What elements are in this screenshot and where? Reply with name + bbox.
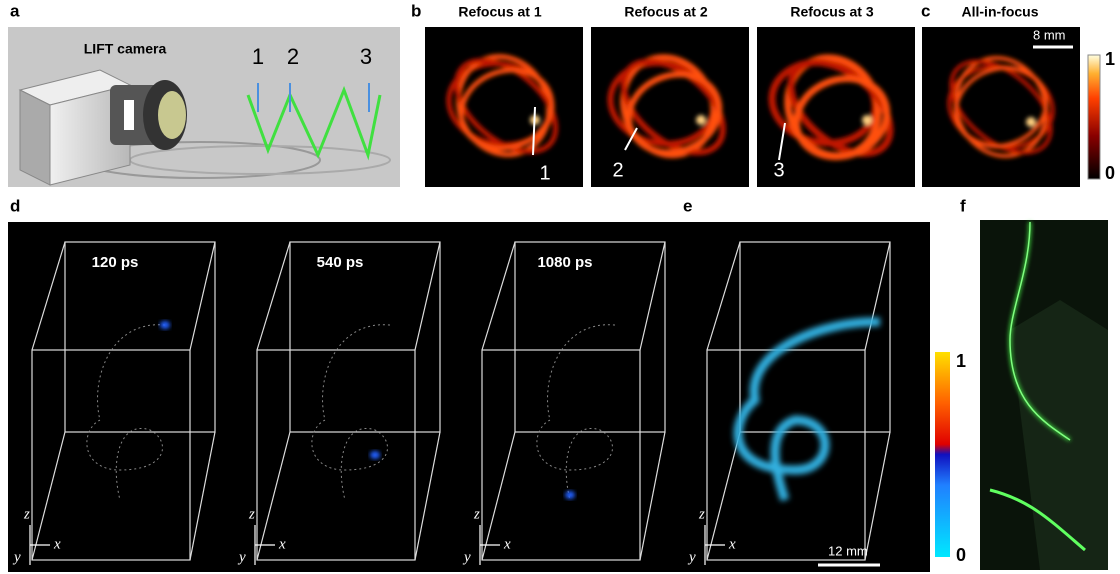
- depth-marker: 1: [539, 162, 550, 184]
- time-label: 540 ps: [317, 254, 364, 271]
- image-title: Refocus at 3: [790, 4, 873, 20]
- axis-label: y: [462, 549, 471, 565]
- panel-label: d: [10, 196, 20, 215]
- time-label: 1080 ps: [537, 254, 592, 271]
- axis-label: x: [53, 536, 61, 552]
- colorbar-max: 1: [1105, 49, 1115, 69]
- depth-marker: 3: [773, 159, 784, 181]
- scale-label: 12 mm: [828, 543, 868, 558]
- light-pulse: [565, 491, 575, 499]
- axis-label: x: [278, 536, 286, 552]
- render-background: [8, 222, 930, 572]
- image: [922, 27, 1080, 187]
- panel-label: f: [960, 196, 966, 215]
- panel-label: a: [10, 1, 20, 20]
- camera-label: LIFT camera: [84, 41, 167, 57]
- axis-label: x: [728, 536, 736, 552]
- axis-label: x: [503, 536, 511, 552]
- axis-label: z: [23, 506, 30, 522]
- axis-label: z: [698, 506, 705, 522]
- colorbar: [935, 352, 950, 557]
- depth-marker: 3: [360, 44, 372, 69]
- axis-label: y: [687, 549, 696, 565]
- colorbar-min: 0: [1105, 163, 1115, 183]
- panel-label: b: [411, 1, 421, 20]
- figure: a LIFT camera 1 2 3 b Refocus at 1 1 Refoc…: [0, 0, 1120, 574]
- highlight: [696, 115, 706, 125]
- colorbar-min: 0: [956, 545, 966, 565]
- highlight: [1026, 117, 1036, 127]
- axis-label: z: [248, 506, 255, 522]
- axis-label: y: [12, 549, 21, 565]
- panel-label: e: [683, 196, 692, 215]
- highlight: [862, 115, 872, 125]
- colorbar: [1088, 55, 1100, 179]
- colorbar-max: 1: [956, 351, 966, 371]
- depth-marker: 2: [612, 159, 623, 181]
- axis-label: y: [237, 549, 246, 565]
- light-pulse: [370, 451, 380, 459]
- depth-marker: 1: [252, 44, 264, 69]
- light-pulse: [160, 321, 170, 329]
- camera-illustration: [8, 27, 400, 187]
- depth-marker: 2: [287, 44, 299, 69]
- photo: [980, 220, 1108, 570]
- time-label: 120 ps: [92, 254, 139, 271]
- scale-label: 8 mm: [1033, 27, 1066, 42]
- axis-label: z: [473, 506, 480, 522]
- panel-label: c: [921, 1, 930, 20]
- image-title: Refocus at 1: [458, 4, 541, 20]
- image-title: Refocus at 2: [624, 4, 707, 20]
- image-title: All-in-focus: [962, 4, 1039, 20]
